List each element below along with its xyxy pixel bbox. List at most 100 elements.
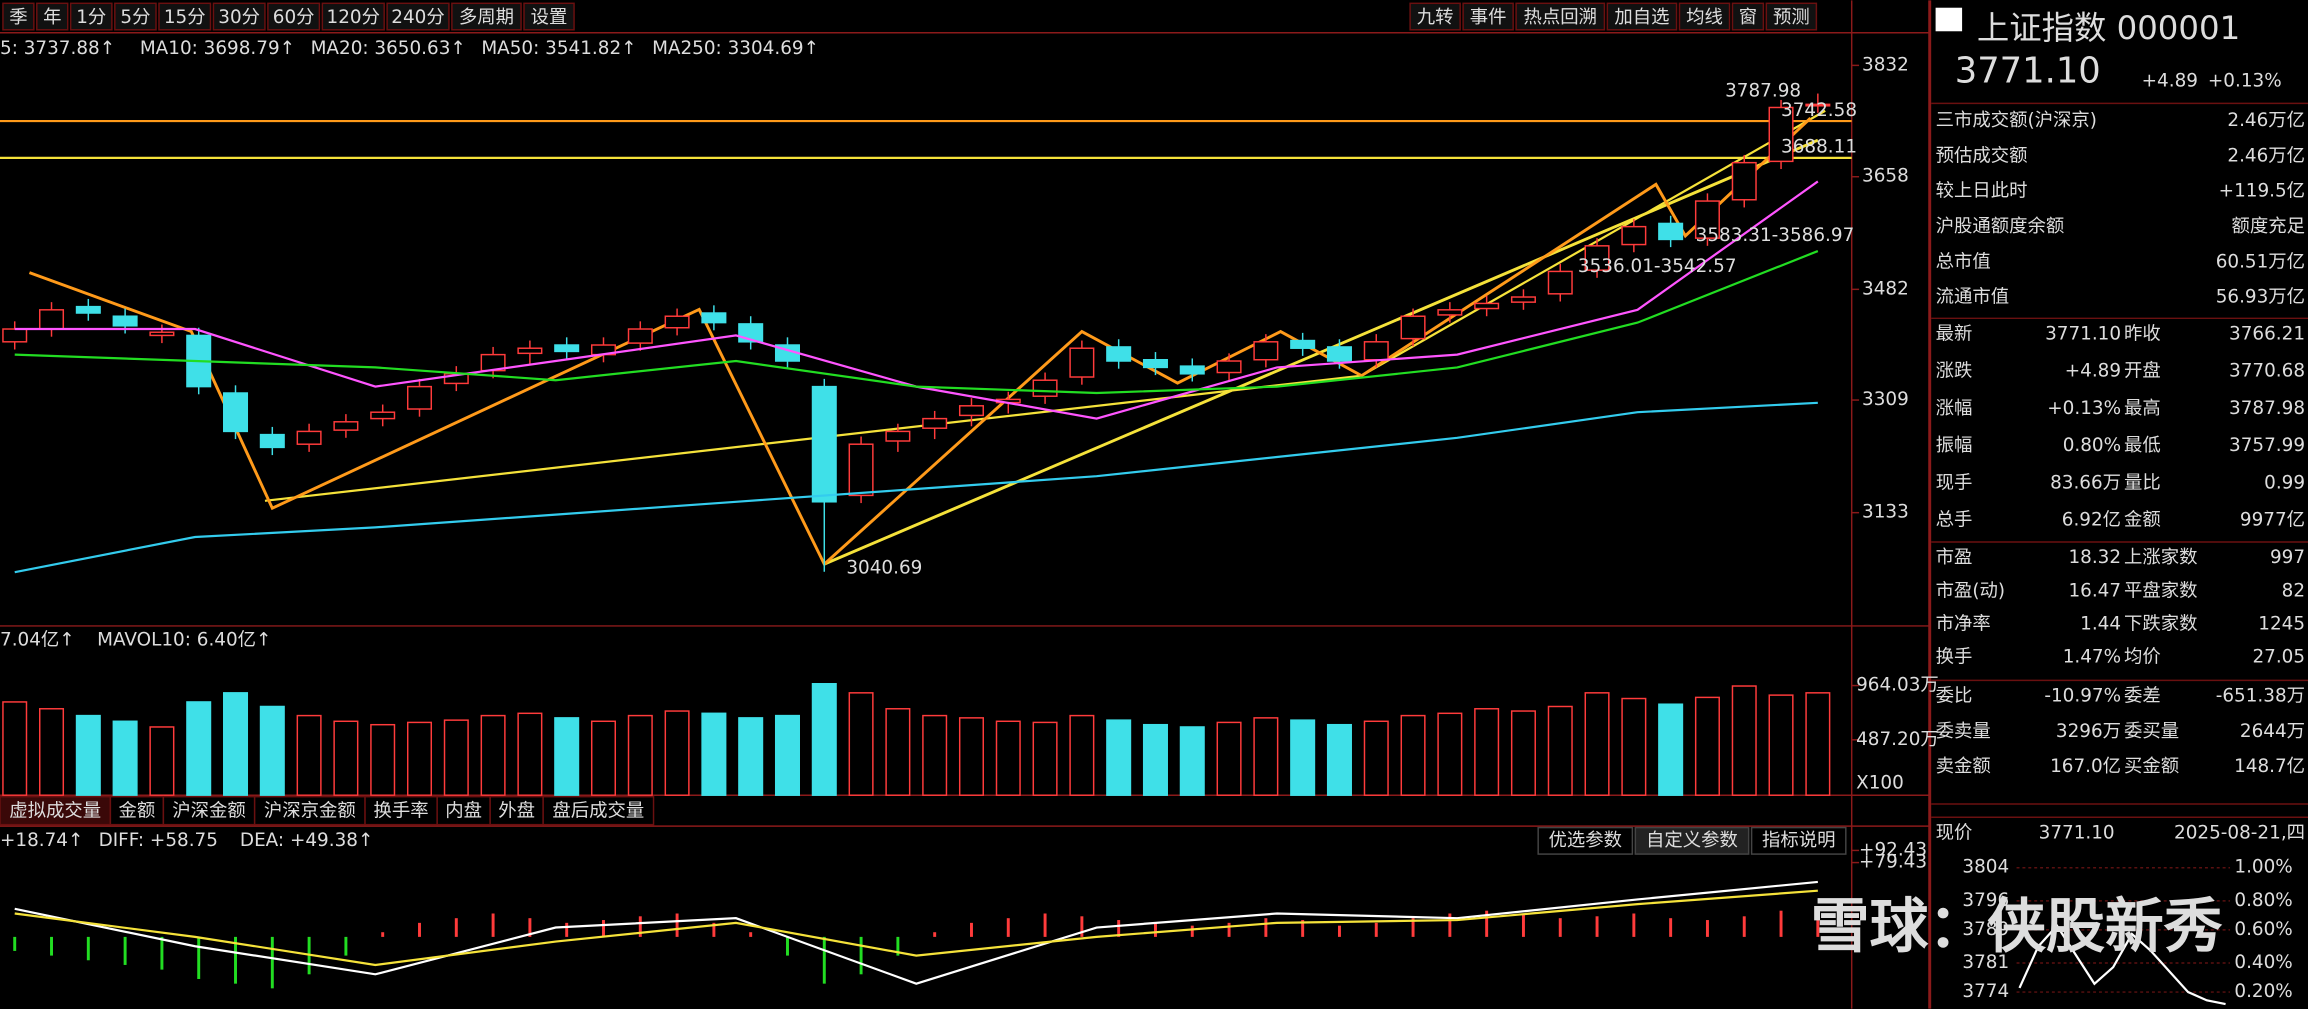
toolbar-label[interactable]: 九转 bbox=[1417, 7, 1454, 28]
macd-bar bbox=[50, 936, 53, 956]
field-label: 买金额 bbox=[2124, 756, 2179, 777]
toolbar-label[interactable]: 5分 bbox=[120, 7, 150, 28]
toolbar-button[interactable] bbox=[523, 2, 575, 31]
toolbar-button[interactable] bbox=[1515, 2, 1606, 31]
indicator-tab[interactable] bbox=[109, 795, 165, 826]
candle-body bbox=[885, 430, 911, 442]
toolbar-label[interactable]: 设置 bbox=[531, 7, 568, 28]
candle-body bbox=[922, 417, 948, 429]
toolbar-button[interactable] bbox=[2, 2, 35, 31]
button-label[interactable]: 自定义参数 bbox=[1646, 830, 1738, 851]
field-value: -651.38万 bbox=[2216, 686, 2305, 707]
toolbar-button[interactable] bbox=[1765, 2, 1818, 31]
field-value: 148.7亿 bbox=[2234, 756, 2305, 777]
candle-body bbox=[1326, 346, 1352, 362]
candle-body bbox=[1694, 200, 1720, 239]
candle-body bbox=[554, 344, 580, 353]
candle-body bbox=[1290, 339, 1316, 349]
volume-bar bbox=[774, 714, 800, 796]
toolbar-button[interactable] bbox=[36, 2, 69, 31]
tab-label[interactable]: 沪深金额 bbox=[172, 800, 246, 821]
toolbar-label[interactable]: 240分 bbox=[391, 7, 444, 28]
toolbar-label[interactable]: 热点回溯 bbox=[1524, 7, 1598, 28]
toolbar-label[interactable]: 60分 bbox=[273, 7, 315, 28]
toolbar-button[interactable] bbox=[267, 2, 321, 31]
macd-bar bbox=[1190, 925, 1194, 937]
toolbar-label[interactable]: 多周期 bbox=[459, 7, 514, 28]
candle-body bbox=[1547, 270, 1573, 295]
indicator-button[interactable] bbox=[1537, 826, 1634, 855]
toolbar-button[interactable] bbox=[212, 2, 266, 31]
toolbar-button[interactable] bbox=[1462, 2, 1514, 31]
macd-bar bbox=[1374, 922, 1378, 937]
back-icon[interactable] bbox=[1935, 7, 1963, 32]
indicator-button[interactable] bbox=[1634, 826, 1750, 855]
toolbar-button[interactable] bbox=[1731, 2, 1765, 31]
toolbar-button[interactable] bbox=[158, 2, 212, 31]
toolbar-button[interactable] bbox=[321, 2, 385, 31]
tab-label[interactable]: 外盘 bbox=[498, 800, 535, 821]
volume-bar bbox=[885, 708, 911, 796]
toolbar-label[interactable]: 均线 bbox=[1686, 7, 1723, 28]
volume-bar bbox=[1437, 712, 1463, 796]
field-label: 均价 bbox=[2124, 647, 2161, 668]
toolbar-label[interactable]: 年 bbox=[43, 7, 61, 28]
tab-label[interactable]: 沪深京金额 bbox=[264, 800, 356, 821]
field-label: 最低 bbox=[2124, 435, 2161, 456]
mini-pct-label: 0.40% bbox=[2234, 952, 2292, 973]
field-value: 3787.98 bbox=[2229, 398, 2305, 419]
indicator-tab[interactable] bbox=[162, 795, 256, 826]
field-label: 沪股通额度余额 bbox=[1936, 216, 2065, 237]
candle-body bbox=[1437, 309, 1463, 316]
volume-bar bbox=[1253, 717, 1279, 796]
tab-label[interactable]: 内盘 bbox=[445, 800, 482, 821]
indicator-tab[interactable] bbox=[489, 795, 544, 826]
toolbar-button[interactable] bbox=[1678, 2, 1731, 31]
field-label: 量比 bbox=[2124, 472, 2161, 493]
tab-label[interactable]: 虚拟成交量 bbox=[9, 800, 101, 821]
field-value: 0.99 bbox=[2264, 472, 2305, 493]
volume-bar bbox=[1032, 721, 1058, 796]
indicator-tab[interactable] bbox=[364, 795, 438, 826]
tab-label[interactable]: 盘后成交量 bbox=[552, 800, 644, 821]
macd-bar bbox=[1337, 925, 1341, 937]
toolbar-label[interactable]: 预测 bbox=[1773, 7, 1810, 28]
toolbar-button[interactable] bbox=[114, 2, 157, 31]
toolbar-button[interactable] bbox=[69, 2, 113, 31]
macd-bar bbox=[1521, 913, 1525, 937]
volume-bar bbox=[590, 720, 617, 796]
toolbar-label[interactable]: 120分 bbox=[327, 7, 380, 28]
volume-bar bbox=[627, 714, 653, 796]
dea-line bbox=[14, 889, 1818, 967]
toolbar-button[interactable] bbox=[451, 2, 522, 31]
toolbar-label[interactable]: 15分 bbox=[164, 7, 206, 28]
indicator-tab[interactable] bbox=[0, 795, 112, 826]
macd-bar bbox=[602, 920, 605, 937]
candle-body bbox=[1621, 225, 1647, 246]
volume-bar bbox=[1474, 708, 1500, 796]
toolbar-label[interactable]: 事件 bbox=[1470, 7, 1507, 28]
candle-body bbox=[1768, 106, 1794, 163]
price-axis-label: 3658 bbox=[1862, 166, 1909, 187]
volume-bar bbox=[1510, 710, 1536, 796]
indicator-tab[interactable] bbox=[542, 795, 655, 826]
toolbar-label[interactable]: 加自选 bbox=[1614, 7, 1669, 28]
toolbar-button[interactable] bbox=[386, 2, 450, 31]
indicator-button[interactable] bbox=[1750, 826, 1847, 855]
price-annotation: 3583.31-3586.97 bbox=[1696, 225, 1855, 246]
toolbar-label[interactable]: 30分 bbox=[218, 7, 260, 28]
tab-label[interactable]: 金额 bbox=[119, 800, 156, 821]
field-label: 委卖量 bbox=[1936, 721, 1991, 742]
tab-label[interactable]: 换手率 bbox=[374, 800, 429, 821]
field-label: 振幅 bbox=[1936, 435, 1973, 456]
toolbar-button[interactable] bbox=[1606, 2, 1678, 31]
toolbar-label[interactable]: 1分 bbox=[76, 7, 106, 28]
volume-bar bbox=[333, 720, 359, 796]
legend-text: MA20: 3650.63↑ bbox=[311, 38, 466, 59]
toolbar-button[interactable] bbox=[1409, 2, 1461, 31]
volume-bar bbox=[149, 726, 175, 796]
toolbar-label[interactable]: 季 bbox=[9, 7, 27, 28]
button-label[interactable]: 优选参数 bbox=[1549, 830, 1623, 851]
toolbar-label[interactable]: 窗 bbox=[1739, 7, 1757, 28]
button-label[interactable]: 指标说明 bbox=[1762, 830, 1836, 851]
